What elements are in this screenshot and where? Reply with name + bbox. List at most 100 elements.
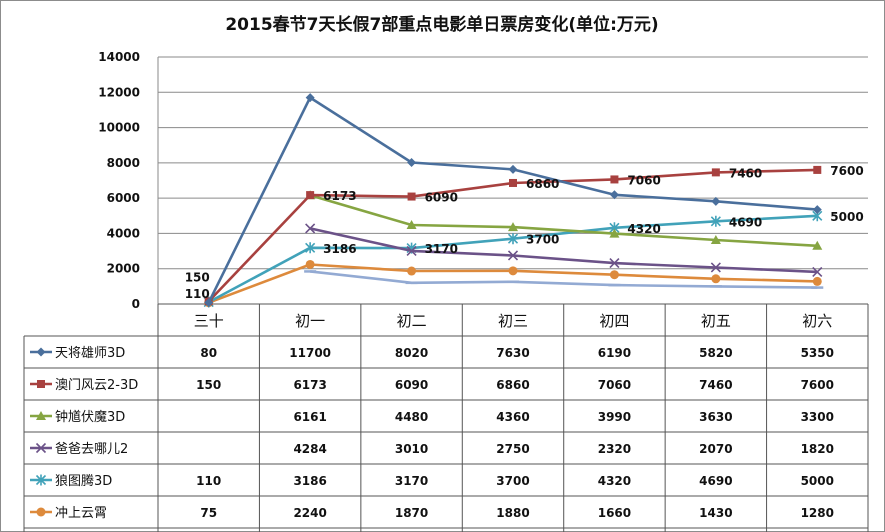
table-cell: 6173: [293, 378, 326, 392]
data-point: [610, 175, 619, 184]
data-point: [508, 222, 518, 232]
legend-key: [30, 442, 52, 454]
legend-key: [30, 474, 52, 486]
y-tick-label: 2000: [107, 262, 140, 276]
table-cell: 6860: [496, 378, 529, 392]
table-cell: 1430: [699, 506, 732, 520]
series-line: [309, 194, 818, 248]
table-cell: 4480: [395, 410, 428, 424]
category-label: 初一: [295, 312, 325, 330]
data-point: [812, 276, 822, 286]
table-cell: 3630: [699, 410, 732, 424]
data-point: [710, 234, 721, 244]
legend-key: [30, 507, 52, 517]
data-point: [305, 223, 316, 234]
series-name: 钟馗伏魔3D: [55, 409, 125, 425]
series-layer: [203, 93, 824, 308]
data-point: [609, 258, 620, 269]
table-cell: 3990: [598, 410, 631, 424]
series-0: [204, 93, 822, 308]
y-tick-label: 0: [132, 297, 140, 311]
legend-key: [30, 347, 52, 357]
data-label: 150: [185, 270, 210, 284]
data-label: 7600: [830, 164, 863, 178]
data-point: [305, 93, 315, 103]
category-label: 初五: [701, 312, 731, 330]
legend-key: [30, 411, 52, 420]
data-label: 6860: [526, 177, 559, 191]
table-cell: 4320: [598, 474, 631, 488]
data-point: [407, 192, 416, 201]
table-cell: 150: [196, 378, 221, 392]
data-point: [711, 168, 720, 177]
series-3: [305, 223, 823, 277]
data-label: 3700: [526, 233, 559, 247]
table-cell: 11700: [289, 346, 331, 360]
table-cell: 8020: [395, 346, 428, 360]
table-cell: 5820: [699, 346, 732, 360]
table-cell: 4284: [293, 442, 326, 456]
data-point: [711, 274, 721, 284]
data-point: [710, 215, 721, 227]
data-point: [812, 266, 823, 277]
table-cell: 6190: [598, 346, 631, 360]
series-line: [309, 270, 818, 289]
data-label: 4320: [627, 222, 660, 236]
table-cell: 2070: [699, 442, 732, 456]
series-name: 爸爸去哪儿2: [55, 442, 128, 457]
data-label: 6090: [425, 191, 458, 205]
legend-marker: [35, 442, 47, 454]
table-cell: 75: [200, 506, 217, 520]
category-label: 初四: [599, 312, 629, 330]
category-label: 初三: [498, 312, 528, 330]
table-cell: 5000: [801, 474, 834, 488]
table-cell: 1870: [395, 506, 428, 520]
legend-marker: [36, 347, 46, 357]
chart-title: 2015春节7天长假7部重点电影单日票房变化(单位:万元): [225, 14, 658, 35]
data-point: [812, 240, 823, 250]
data-point: [305, 242, 316, 254]
table-cell: 1880: [496, 506, 529, 520]
series-line: [309, 227, 818, 274]
data-label: 4690: [729, 215, 762, 229]
data-label: 6173: [323, 189, 356, 203]
data-point: [710, 262, 721, 273]
series-name: 狼图腾3D: [55, 473, 112, 489]
data-label: 7060: [627, 173, 660, 187]
y-tick-label: 8000: [107, 156, 140, 170]
legend-marker: [35, 474, 47, 486]
table-cell: 3170: [395, 474, 428, 488]
data-point: [204, 298, 214, 308]
data-point: [406, 245, 417, 256]
legend-marker: [36, 411, 46, 420]
data-point: [509, 178, 517, 187]
data-point: [406, 219, 417, 229]
table-cell: 1820: [801, 442, 834, 456]
category-label: 初六: [802, 312, 832, 330]
legend-key: [30, 380, 52, 388]
data-label: 3186: [323, 242, 356, 256]
table-cell: 4360: [496, 410, 529, 424]
table-cell: 6090: [395, 378, 428, 392]
category-label: 初二: [397, 312, 427, 330]
table-cell: 3300: [801, 410, 834, 424]
series-name: 澳门风云2-3D: [55, 377, 138, 393]
data-point: [407, 158, 417, 168]
table-cell: 7630: [496, 346, 529, 360]
table-cell: 1660: [598, 506, 631, 520]
data-point: [711, 196, 721, 206]
table-cell: 2320: [598, 442, 631, 456]
table-cell: 6161: [293, 410, 326, 424]
data-label: 5000: [830, 210, 863, 224]
data-point: [609, 270, 619, 280]
table-cell: 7600: [801, 378, 834, 392]
data-point: [508, 164, 518, 174]
data-point: [507, 250, 519, 261]
data-point: [305, 259, 315, 269]
table-cell: 2750: [496, 442, 529, 456]
data-label: 110: [185, 287, 210, 301]
y-tick-label: 14000: [98, 50, 140, 64]
data-point: [407, 266, 417, 276]
y-tick-label: 10000: [98, 121, 140, 135]
